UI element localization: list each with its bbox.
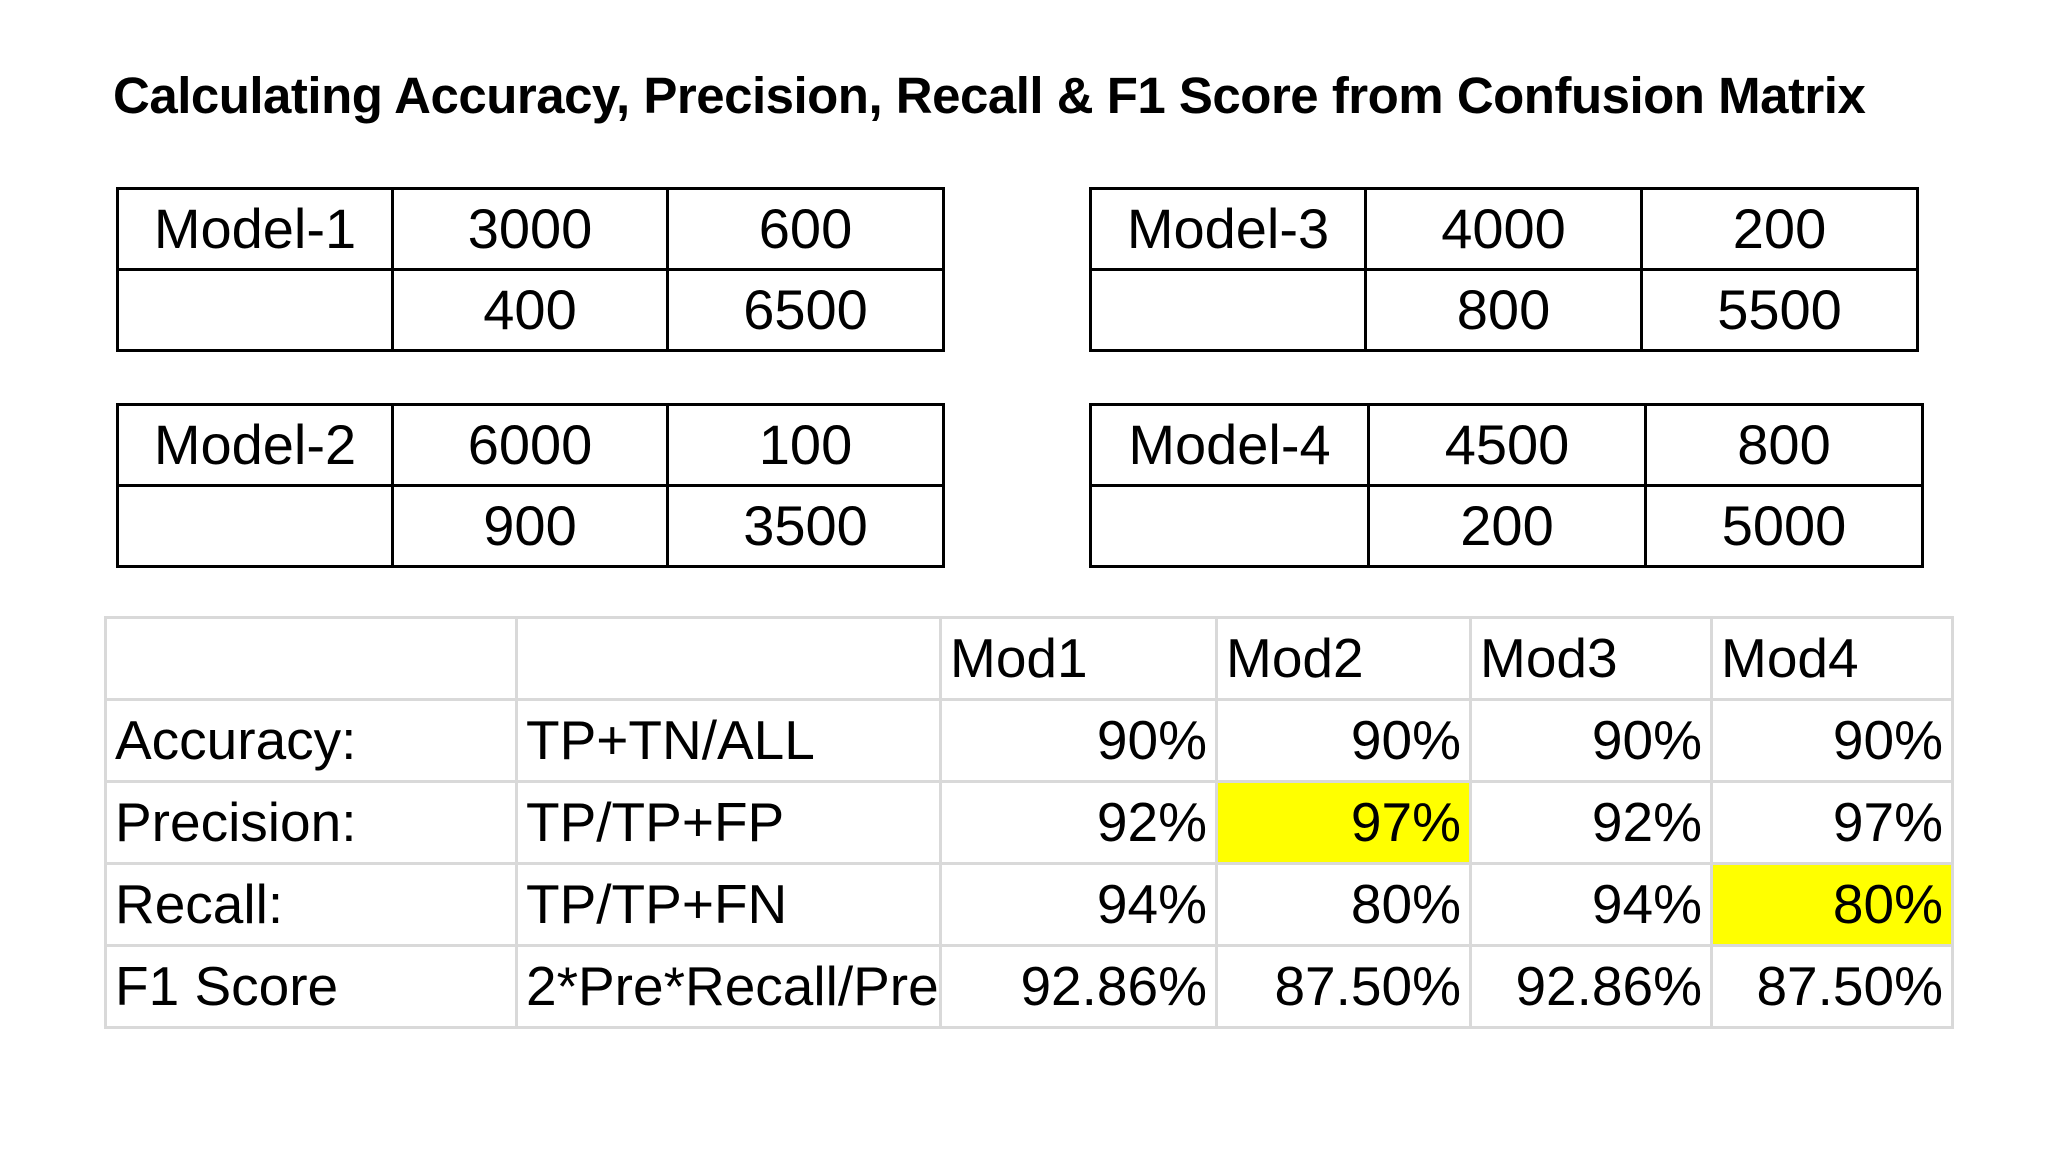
metric-formula: TP/TP+FN xyxy=(515,862,942,947)
metric-value: 92% xyxy=(1469,780,1713,865)
matrix-row: Model-1 3000 600 xyxy=(116,187,945,271)
matrix-row: 800 5500 xyxy=(1089,268,1919,352)
metric-value: 90% xyxy=(1215,698,1472,783)
matrix-row: 900 3500 xyxy=(116,484,945,568)
metric-name: F1 Score xyxy=(104,944,518,1029)
matrix-label: Model-1 xyxy=(116,187,394,271)
matrix-cell: 3000 xyxy=(391,187,669,271)
confusion-matrix-model-3: Model-3 4000 200 800 5500 xyxy=(1089,187,1919,352)
matrix-cell: 800 xyxy=(1364,268,1643,352)
matrix-empty-cell xyxy=(116,484,394,568)
matrix-cell: 200 xyxy=(1367,484,1647,568)
matrix-cell: 5500 xyxy=(1640,268,1919,352)
metric-formula: TP/TP+FP xyxy=(515,780,942,865)
metrics-row-precision: Precision: TP/TP+FP 92% 97% 92% 97% xyxy=(104,780,1954,865)
header-cell xyxy=(515,616,942,701)
metrics-table: Mod1 Mod2 Mod3 Mod4 Accuracy: TP+TN/ALL … xyxy=(104,616,1954,1029)
metrics-row-recall: Recall: TP/TP+FN 94% 80% 94% 80% xyxy=(104,862,1954,947)
confusion-matrix-model-2: Model-2 6000 100 900 3500 xyxy=(116,403,945,568)
metric-name: Precision: xyxy=(104,780,518,865)
metrics-row-f1: F1 Score 2*Pre*Recall/Pre+ 92.86% 87.50%… xyxy=(104,944,1954,1029)
header-cell-mod3: Mod3 xyxy=(1469,616,1713,701)
matrix-cell: 200 xyxy=(1640,187,1919,271)
matrix-row: 400 6500 xyxy=(116,268,945,352)
metric-value: 90% xyxy=(1469,698,1713,783)
metric-formula: 2*Pre*Recall/Pre+ xyxy=(515,944,942,1029)
page-title: Calculating Accuracy, Precision, Recall … xyxy=(113,67,1866,124)
metric-value: 94% xyxy=(1469,862,1713,947)
confusion-matrix-model-1: Model-1 3000 600 400 6500 xyxy=(116,187,945,352)
confusion-matrix-model-4: Model-4 4500 800 200 5000 xyxy=(1089,403,1924,568)
metric-name: Accuracy: xyxy=(104,698,518,783)
metric-formula: TP+TN/ALL xyxy=(515,698,942,783)
matrix-row: Model-4 4500 800 xyxy=(1089,403,1924,487)
metric-value: 94% xyxy=(939,862,1218,947)
matrix-label: Model-2 xyxy=(116,403,394,487)
matrix-cell: 600 xyxy=(666,187,945,271)
matrix-row: 200 5000 xyxy=(1089,484,1924,568)
matrix-label: Model-3 xyxy=(1089,187,1367,271)
matrix-empty-cell xyxy=(116,268,394,352)
matrix-row: Model-2 6000 100 xyxy=(116,403,945,487)
metric-value: 92% xyxy=(939,780,1218,865)
matrix-cell: 6500 xyxy=(666,268,945,352)
header-cell xyxy=(104,616,518,701)
metric-value-highlighted: 97% xyxy=(1215,780,1472,865)
metrics-row-accuracy: Accuracy: TP+TN/ALL 90% 90% 90% 90% xyxy=(104,698,1954,783)
header-cell-mod1: Mod1 xyxy=(939,616,1218,701)
matrix-empty-cell xyxy=(1089,484,1370,568)
metric-value: 87.50% xyxy=(1710,944,1954,1029)
header-cell-mod2: Mod2 xyxy=(1215,616,1472,701)
matrix-cell: 800 xyxy=(1644,403,1924,487)
metric-name: Recall: xyxy=(104,862,518,947)
metric-value: 97% xyxy=(1710,780,1954,865)
header-cell-mod4: Mod4 xyxy=(1710,616,1954,701)
matrix-empty-cell xyxy=(1089,268,1367,352)
metric-value: 90% xyxy=(939,698,1218,783)
metrics-header-row: Mod1 Mod2 Mod3 Mod4 xyxy=(104,616,1954,701)
metric-value: 90% xyxy=(1710,698,1954,783)
matrix-row: Model-3 4000 200 xyxy=(1089,187,1919,271)
matrix-cell: 4500 xyxy=(1367,403,1647,487)
matrix-cell: 100 xyxy=(666,403,945,487)
metric-value: 92.86% xyxy=(939,944,1218,1029)
matrix-cell: 5000 xyxy=(1644,484,1924,568)
matrix-cell: 6000 xyxy=(391,403,669,487)
matrix-cell: 3500 xyxy=(666,484,945,568)
matrix-label: Model-4 xyxy=(1089,403,1370,487)
matrix-cell: 400 xyxy=(391,268,669,352)
metric-value: 92.86% xyxy=(1469,944,1713,1029)
metric-value: 80% xyxy=(1215,862,1472,947)
metric-value-highlighted: 80% xyxy=(1710,862,1954,947)
matrix-cell: 4000 xyxy=(1364,187,1643,271)
matrix-cell: 900 xyxy=(391,484,669,568)
metric-value: 87.50% xyxy=(1215,944,1472,1029)
